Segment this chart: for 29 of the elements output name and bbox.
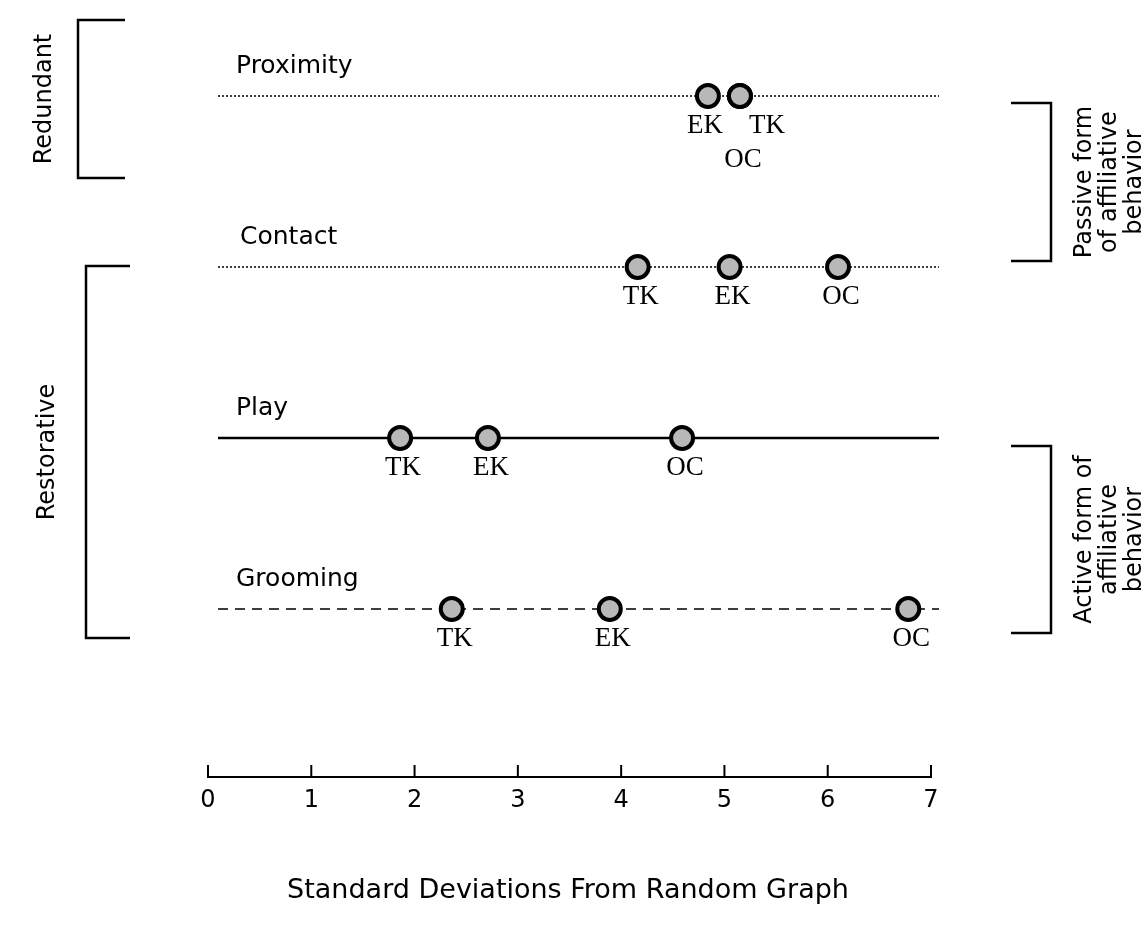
x-tick-label: 5 [716, 785, 733, 813]
text: TK [622, 280, 659, 310]
x-tick-label: 0 [200, 785, 216, 813]
y-tick-label: Play [236, 391, 289, 421]
x-tick-label: 6 [820, 785, 836, 813]
x-tick-label: 7 [923, 785, 939, 813]
y-tick-label: Contact [240, 220, 338, 250]
x-tick-label: 4 [613, 785, 629, 813]
text: Redundant [29, 33, 57, 165]
text: TK [436, 622, 473, 652]
x-tick-label: 3 [510, 785, 526, 813]
x-tick-label: 1 [303, 785, 319, 813]
series-label: OC [822, 280, 860, 310]
text: OC [666, 451, 704, 481]
text: TK [385, 451, 422, 481]
text: EK [472, 451, 509, 481]
y-tick-label: Proximity [236, 49, 353, 79]
text: Passive form of affiliative behavior [1069, 105, 1147, 259]
text: Restorative [32, 383, 60, 521]
series-label: TK [748, 109, 786, 139]
text: OC [724, 143, 762, 173]
series-label: EK [594, 622, 632, 652]
text: EK [714, 280, 751, 310]
x-tick-label: 2 [406, 785, 423, 813]
text: Active form of affiliative behavior [1069, 454, 1147, 624]
y-tick-label: Grooming [236, 562, 359, 592]
text: OC [892, 622, 931, 652]
x-axis-title: Standard Deviations From Random Graph [287, 873, 849, 904]
text: EK [686, 109, 723, 139]
